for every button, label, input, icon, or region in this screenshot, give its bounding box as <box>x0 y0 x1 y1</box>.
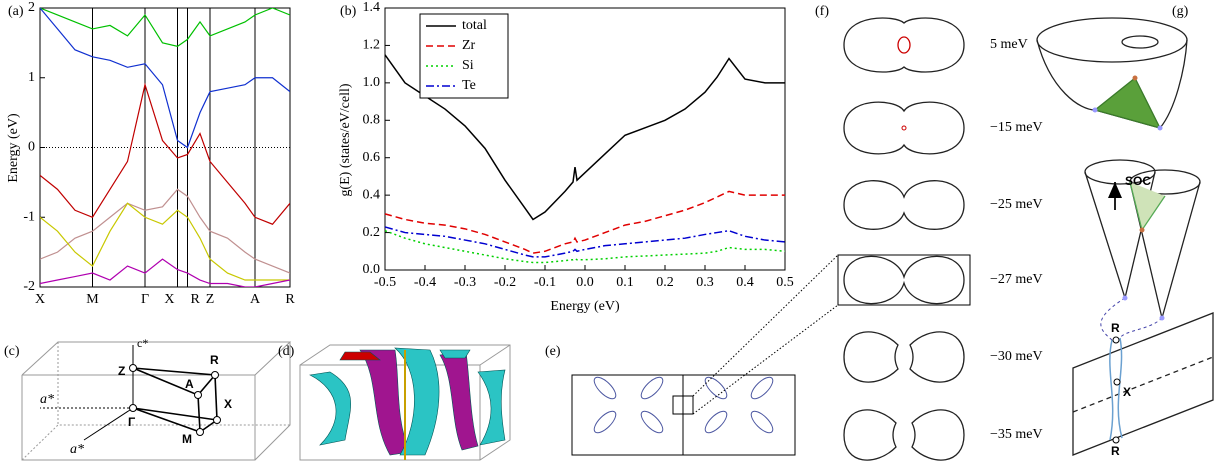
panel-label: (f) <box>815 4 829 19</box>
point-label: R <box>1111 444 1120 458</box>
panel-label: (d) <box>278 344 295 359</box>
contour <box>843 331 899 383</box>
y-axis-label: g(E) (states/eV/cell) <box>338 83 353 196</box>
y-tick-label: 0.0 <box>363 262 381 277</box>
x-tick-label: Γ <box>141 292 149 307</box>
legend-label: Si <box>462 58 474 73</box>
y-axis-label: Energy (eV) <box>6 113 21 183</box>
axis-name: c* <box>137 336 148 350</box>
arrow-label: SOC <box>1125 174 1151 188</box>
series-line <box>384 226 786 258</box>
x-tick-label: Z <box>206 292 215 307</box>
y-tick-label: 1.0 <box>363 75 381 90</box>
legend-box <box>419 13 509 99</box>
fermi-contours: (f) 5 meV −15 meV −25 meV −27 meV −30 me… <box>815 4 1043 461</box>
panel-label: (b) <box>340 4 357 19</box>
y-tick-label: 0.6 <box>363 150 381 165</box>
panel-label: (a) <box>8 4 24 19</box>
x-tick-label: A <box>250 292 261 307</box>
panel-label: (e) <box>545 344 561 359</box>
contour <box>911 409 965 461</box>
series-line <box>40 202 290 281</box>
point-label: A <box>185 377 194 391</box>
x-tick-label: 0.4 <box>736 275 754 290</box>
y-tick-label: -1 <box>23 209 35 224</box>
axis-name: a* <box>40 392 54 407</box>
plot-frame <box>39 7 291 288</box>
x-tick-label: 0.5 <box>776 275 794 290</box>
series-line <box>40 258 290 287</box>
series-line <box>40 8 290 149</box>
point-label: Z <box>118 364 125 378</box>
panel-label: (g) <box>1172 4 1189 19</box>
series-line <box>40 8 290 48</box>
contour <box>843 180 965 230</box>
y-tick-label: 2 <box>28 0 35 15</box>
contour <box>843 255 965 305</box>
series-line <box>384 54 785 221</box>
energy-label: 5 meV <box>990 37 1028 52</box>
point-label: X <box>224 397 232 411</box>
point-label: X <box>1123 385 1131 399</box>
series-line <box>40 188 290 274</box>
series-line <box>40 82 290 225</box>
contour <box>909 331 965 383</box>
energy-label: −15 meV <box>990 120 1043 135</box>
x-tick-label: -0.4 <box>414 275 436 290</box>
energy-label: −25 meV <box>990 197 1043 212</box>
legend-label: Zr <box>462 38 476 53</box>
series-line <box>384 229 786 264</box>
x-tick-label: M <box>86 292 99 307</box>
x-tick-label: -0.1 <box>534 275 556 290</box>
panel-label: (c) <box>4 344 20 359</box>
y-tick-label: 0.8 <box>363 113 381 128</box>
x-axis-label: Energy (eV) <box>550 299 620 314</box>
x-tick-label: 0.2 <box>656 275 674 290</box>
series-line <box>384 190 785 254</box>
fermi-surface: (d) <box>278 344 511 461</box>
legend-label: total <box>462 18 487 33</box>
x-tick-label: 0.0 <box>576 275 594 290</box>
bz-diagram: (c) c* a* a* Z R A X Γ M <box>4 336 292 461</box>
contour <box>843 409 897 461</box>
point-label: R <box>210 353 219 367</box>
y-tick-label: 1.2 <box>363 38 381 53</box>
x-tick-label: R <box>285 292 295 307</box>
energy-label: −35 meV <box>990 427 1043 442</box>
point-label: R <box>1111 321 1120 335</box>
x-tick-label: -0.3 <box>454 275 476 290</box>
x-tick-label: X <box>35 292 45 307</box>
y-tick-label: 0.2 <box>363 225 381 240</box>
x-tick-label: 0.3 <box>696 275 714 290</box>
y-tick-label: 1 <box>28 70 35 85</box>
x-tick-label: -0.2 <box>494 275 516 290</box>
y-tick-label: -2 <box>23 279 35 294</box>
axis-name: a* <box>70 442 84 457</box>
legend-label: Te <box>462 78 476 93</box>
y-tick-label: 0 <box>28 140 35 155</box>
contour <box>843 17 965 73</box>
y-tick-label: 1.4 <box>363 0 381 15</box>
point-label: Γ <box>128 415 136 429</box>
energy-label: −27 meV <box>990 272 1043 287</box>
energy-label: −30 meV <box>990 349 1043 364</box>
point-label: M <box>182 432 192 446</box>
y-tick-label: 0.4 <box>363 187 381 202</box>
x-tick-label: R <box>191 292 201 307</box>
x-tick-label: -0.5 <box>374 275 396 290</box>
x-tick-label: X <box>164 292 174 307</box>
x-tick-label: 0.1 <box>616 275 634 290</box>
contour <box>843 101 965 155</box>
fermi-slice: (e) <box>545 254 839 456</box>
cone-diagram: (g) SOC R X R <box>1036 4 1214 458</box>
